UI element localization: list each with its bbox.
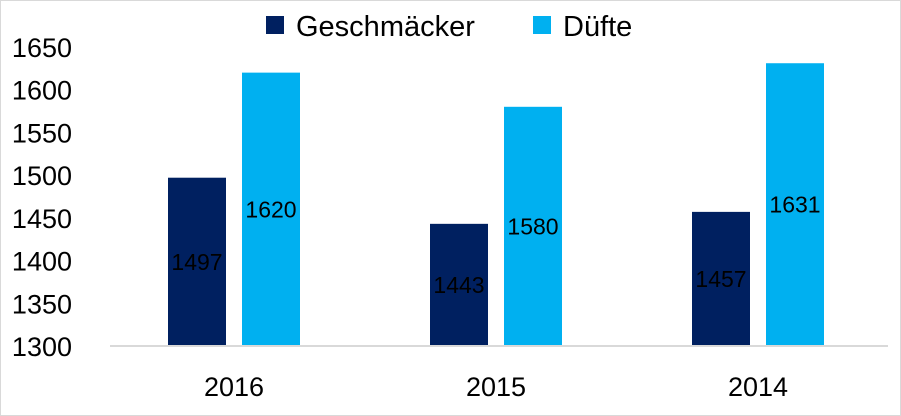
data-label: 1443 — [433, 272, 484, 298]
data-label: 1580 — [507, 213, 558, 239]
legend-label-1: Düfte — [563, 11, 632, 43]
data-label: 1497 — [171, 249, 222, 275]
bar-duefte-2014 — [766, 63, 824, 346]
legend: Geschmäcker Düfte — [266, 11, 632, 43]
legend-label-0: Geschmäcker — [296, 11, 475, 43]
y-tick-label: 1500 — [12, 161, 72, 191]
y-tick-label: 1550 — [12, 118, 72, 148]
legend-swatch-0 — [266, 16, 284, 34]
y-tick-label: 1450 — [12, 204, 72, 234]
data-label: 1620 — [245, 196, 296, 222]
bar-geschmaecker-2015 — [430, 223, 488, 346]
x-tick-label: 2016 — [204, 372, 264, 402]
data-label: 1631 — [769, 192, 820, 218]
data-label: 1457 — [695, 266, 746, 292]
bar-geschmaecker-2014 — [692, 211, 750, 346]
legend-swatch-1 — [533, 16, 551, 34]
y-tick-label: 1600 — [12, 76, 72, 106]
x-axis: 2016 2015 2014 — [110, 345, 888, 402]
y-tick-label: 1400 — [12, 247, 72, 277]
bar-duefte-2016 — [242, 72, 300, 346]
y-tick-label: 1350 — [12, 289, 72, 319]
bars — [168, 63, 824, 346]
bar-duefte-2015 — [504, 106, 562, 346]
data-labels: 1497 1620 1443 1580 1457 1631 — [171, 192, 820, 298]
x-tick-label: 2015 — [466, 372, 526, 402]
y-axis: 1300 1350 1400 1450 1500 1550 1600 1650 — [12, 33, 72, 362]
y-tick-label: 1650 — [12, 33, 72, 63]
x-tick-label: 2014 — [728, 372, 788, 402]
bar-geschmaecker-2016 — [168, 177, 226, 346]
y-tick-label: 1300 — [12, 332, 72, 362]
